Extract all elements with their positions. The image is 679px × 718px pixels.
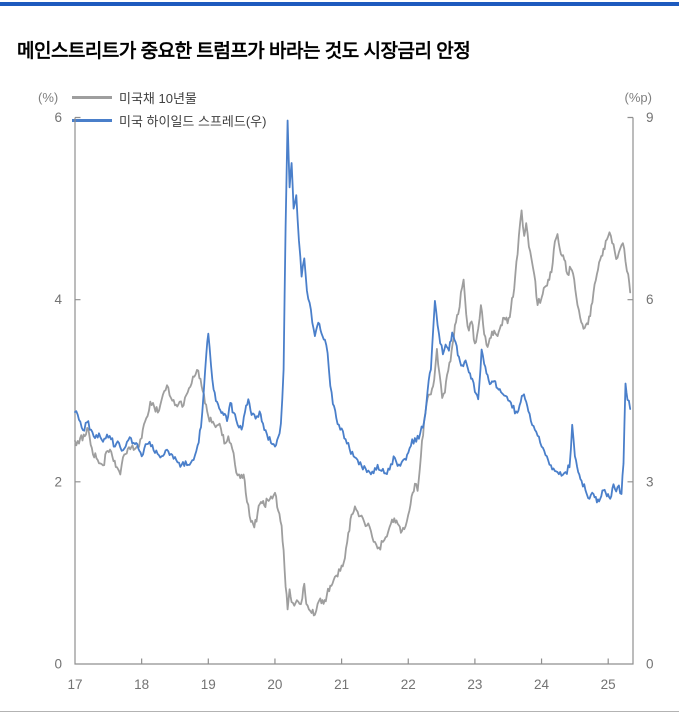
page-title: 메인스트리트가 중요한 트럼프가 바라는 것도 시장금리 안정 [17, 40, 471, 62]
left-axis-tick-label: 2 [54, 474, 62, 489]
left-axis-tick-label: 0 [54, 657, 62, 672]
x-axis-tick-label: 21 [334, 677, 349, 692]
legend-row-treasury: (%) 미국채 10년물 [38, 86, 266, 109]
right-axis-tick-label: 6 [646, 292, 654, 307]
right-axis-unit-label: (%p) [624, 90, 652, 105]
right-axis-tick-label: 3 [646, 474, 654, 489]
left-axis-unit-label: (%) [38, 90, 59, 105]
treasury-10y-line [74, 209, 632, 617]
x-axis-tick-label: 17 [67, 677, 82, 692]
right-axis-tick-label: 9 [646, 110, 654, 125]
treasury-legend-label: 미국채 10년물 [119, 91, 197, 106]
left-axis-tick-label: 4 [54, 292, 62, 307]
hy-spread-legend-swatch [72, 119, 112, 122]
top-rule [0, 2, 679, 6]
x-axis-tick-label: 25 [601, 677, 616, 692]
x-axis-tick-label: 23 [467, 677, 482, 692]
x-axis-tick-label: 24 [534, 677, 550, 692]
x-axis-tick-label: 19 [201, 677, 216, 692]
treasury-legend-swatch [72, 96, 112, 99]
right-axis-tick-label: 0 [646, 657, 654, 672]
x-axis-tick-label: 22 [401, 677, 416, 692]
x-axis-tick-label: 20 [267, 677, 282, 692]
bottom-rule [0, 711, 679, 712]
hy-spread-legend-label: 미국 하이일드 스프레드(우) [119, 114, 267, 129]
legend-row-hy-spread: 미국 하이일드 스프레드(우) [38, 109, 266, 132]
chart-axes [74, 116, 634, 665]
chart-legend: (%) 미국채 10년물 미국 하이일드 스프레드(우) [38, 86, 266, 132]
hy-spread-line [74, 119, 632, 504]
x-axis-tick-label: 18 [134, 677, 149, 692]
